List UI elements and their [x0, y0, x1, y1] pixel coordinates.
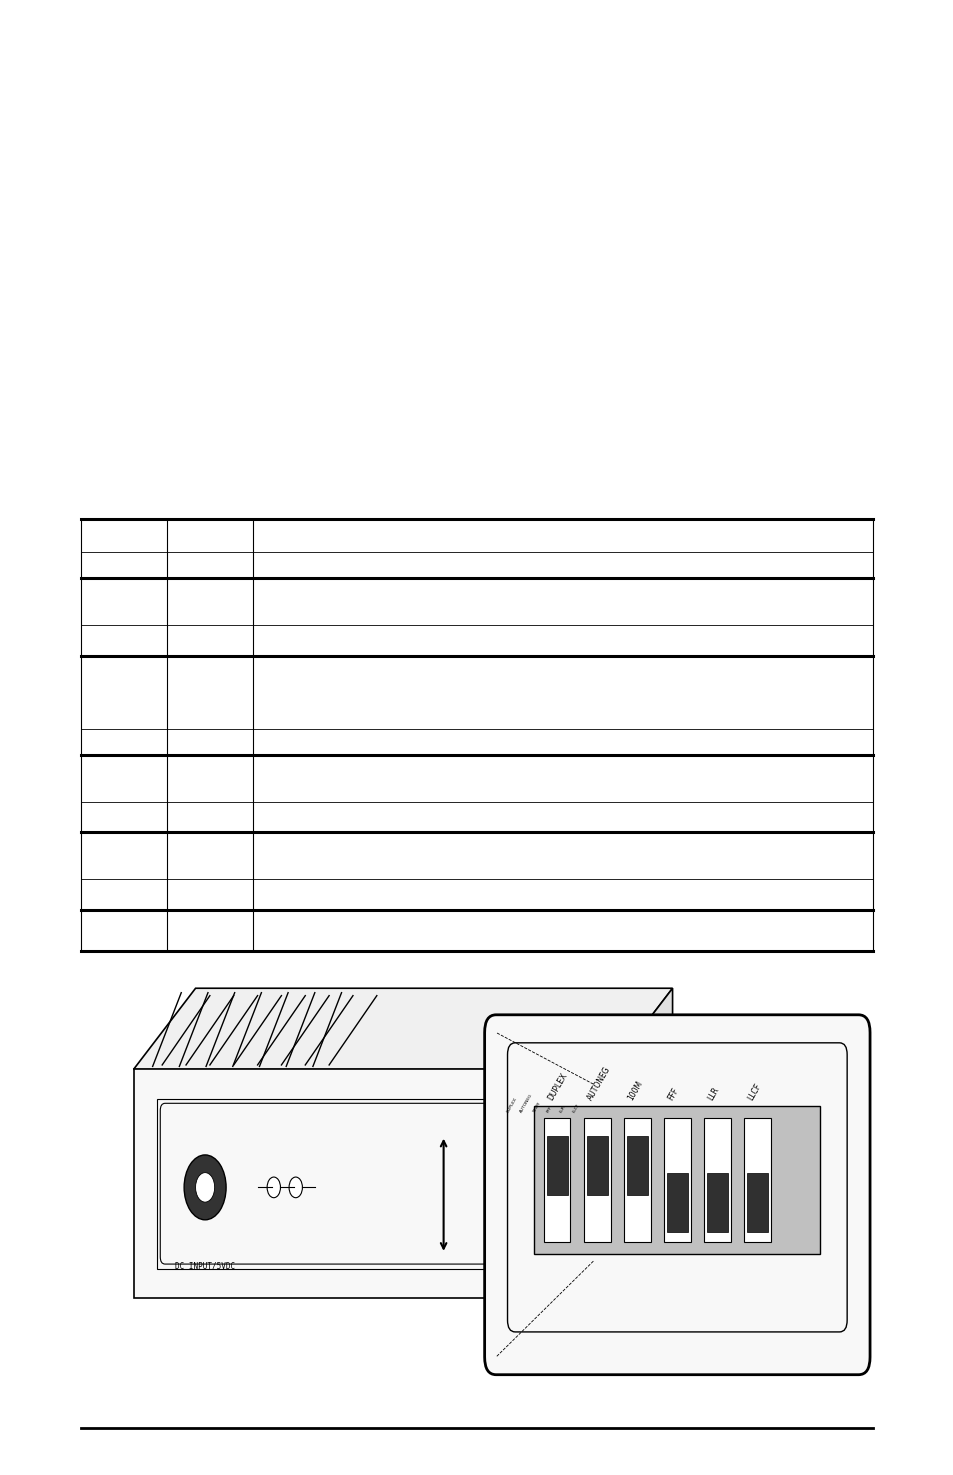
Bar	[503, 1150, 511, 1183]
Text: LLCF: LLCF	[745, 1081, 762, 1102]
Bar	[706, 1173, 727, 1232]
Circle shape	[184, 1155, 226, 1220]
Bar	[623, 1118, 650, 1242]
Bar	[502, 1136, 512, 1212]
Text: DUPLEX: DUPLEX	[545, 1071, 568, 1102]
Text: LLCF: LLCF	[572, 1103, 580, 1114]
Bar	[496, 1121, 586, 1227]
Text: FFF: FFF	[665, 1086, 679, 1102]
Bar	[703, 1118, 730, 1242]
Bar	[543, 1162, 551, 1195]
Text: LLR: LLR	[558, 1105, 566, 1114]
Bar	[157, 1099, 586, 1268]
Text: 100M: 100M	[532, 1102, 541, 1114]
Text: DUPLEX: DUPLEX	[505, 1097, 517, 1114]
Bar	[557, 1162, 564, 1195]
Bar	[586, 1136, 607, 1195]
Text: DC INPUT/5VDC: DC INPUT/5VDC	[174, 1261, 235, 1270]
Bar	[491, 1084, 593, 1261]
Bar	[663, 1118, 690, 1242]
Polygon shape	[133, 988, 672, 1069]
Bar	[491, 1084, 593, 1261]
Text: FFF: FFF	[545, 1105, 553, 1114]
Bar	[543, 1118, 570, 1242]
Bar	[626, 1136, 647, 1195]
Bar	[546, 1136, 567, 1195]
Text: AUTONEG: AUTONEG	[518, 1093, 533, 1114]
Bar	[666, 1173, 687, 1232]
Bar	[534, 1106, 820, 1254]
Bar	[542, 1136, 552, 1212]
Bar	[516, 1136, 525, 1212]
Circle shape	[289, 1177, 302, 1198]
Bar	[743, 1118, 770, 1242]
Bar	[556, 1136, 565, 1212]
Bar	[517, 1150, 524, 1183]
Polygon shape	[610, 988, 672, 1298]
Bar	[583, 1118, 610, 1242]
Bar	[570, 1162, 578, 1195]
Text: 100M: 100M	[625, 1080, 643, 1102]
Bar	[569, 1136, 578, 1212]
Circle shape	[267, 1177, 280, 1198]
Bar	[133, 1069, 610, 1298]
Text: AUTONEG: AUTONEG	[585, 1065, 612, 1102]
Bar	[746, 1173, 767, 1232]
FancyBboxPatch shape	[484, 1015, 869, 1375]
Text: LLR: LLR	[705, 1086, 720, 1102]
Circle shape	[195, 1173, 214, 1202]
Bar	[529, 1136, 538, 1212]
Bar	[530, 1150, 537, 1183]
